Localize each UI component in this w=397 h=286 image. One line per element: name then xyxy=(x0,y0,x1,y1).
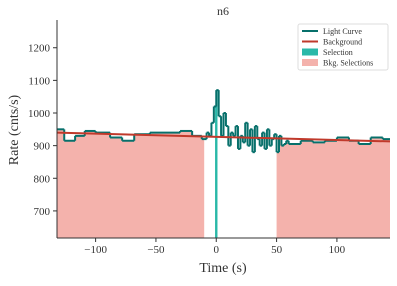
legend-label: Background xyxy=(323,38,362,47)
legend-swatch xyxy=(302,48,318,56)
y-tick-label: 900 xyxy=(34,141,51,153)
y-axis-label: Rate (cnts/s) xyxy=(7,94,22,165)
x-tick-label: 50 xyxy=(271,244,283,256)
legend-label: Bkg. Selections xyxy=(323,59,373,68)
legend-box xyxy=(297,23,389,71)
x-tick-label: −100 xyxy=(84,244,107,256)
legend-label: Light Curve xyxy=(323,27,362,36)
selection-region xyxy=(57,90,205,238)
y-tick-label: 1200 xyxy=(28,43,51,55)
background-line xyxy=(56,131,391,143)
selection-region xyxy=(215,90,218,238)
x-tick-label: 100 xyxy=(329,244,346,256)
x-axis-label: Time (s) xyxy=(199,261,247,276)
x-tick-label: −50 xyxy=(147,244,165,256)
y-tick-label: 700 xyxy=(34,206,51,218)
y-tick-label: 1000 xyxy=(28,108,51,120)
legend-swatch xyxy=(302,59,318,66)
x-tick-label: 0 xyxy=(214,244,220,256)
y-tick-label: 1100 xyxy=(28,75,50,87)
y-tick-label: 800 xyxy=(34,173,51,185)
chart-title: n6 xyxy=(217,4,229,18)
legend-label: Selection xyxy=(323,48,353,57)
